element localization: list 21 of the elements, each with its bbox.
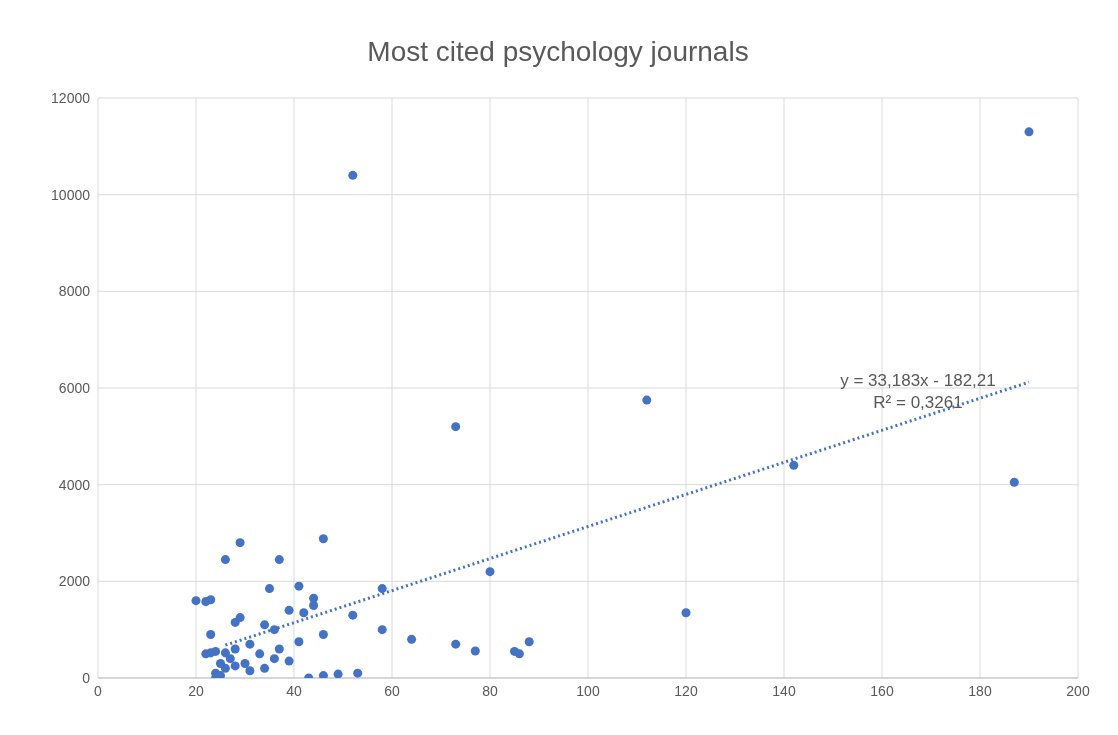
y-tick-label: 12000	[51, 89, 91, 106]
x-tick-label: 180	[968, 682, 992, 699]
y-tick-label: 4000	[58, 476, 91, 493]
x-tick-label: 140	[772, 682, 796, 699]
x-tick-label: 200	[1066, 682, 1090, 699]
y-tick-label: 2000	[58, 573, 91, 590]
x-tick-label: 120	[674, 682, 698, 699]
annotation: R² = 0,3261	[872, 392, 964, 414]
x-tick-label: 60	[384, 682, 400, 699]
y-tick-label: 0	[82, 669, 91, 686]
chart-title: Most cited psychology journals	[366, 36, 750, 68]
x-tick-label: 160	[870, 682, 894, 699]
x-tick-label: 40	[286, 682, 302, 699]
y-tick-label: 10000	[51, 186, 91, 203]
x-tick-label: 100	[576, 682, 600, 699]
x-tick-label: 20	[188, 682, 204, 699]
annotation: y = 33,183x - 182,21	[839, 370, 997, 392]
x-tick-label: 80	[482, 682, 498, 699]
y-tick-label: 6000	[58, 379, 91, 396]
x-tick-label: 0	[94, 682, 103, 699]
y-tick-label: 8000	[58, 283, 91, 300]
